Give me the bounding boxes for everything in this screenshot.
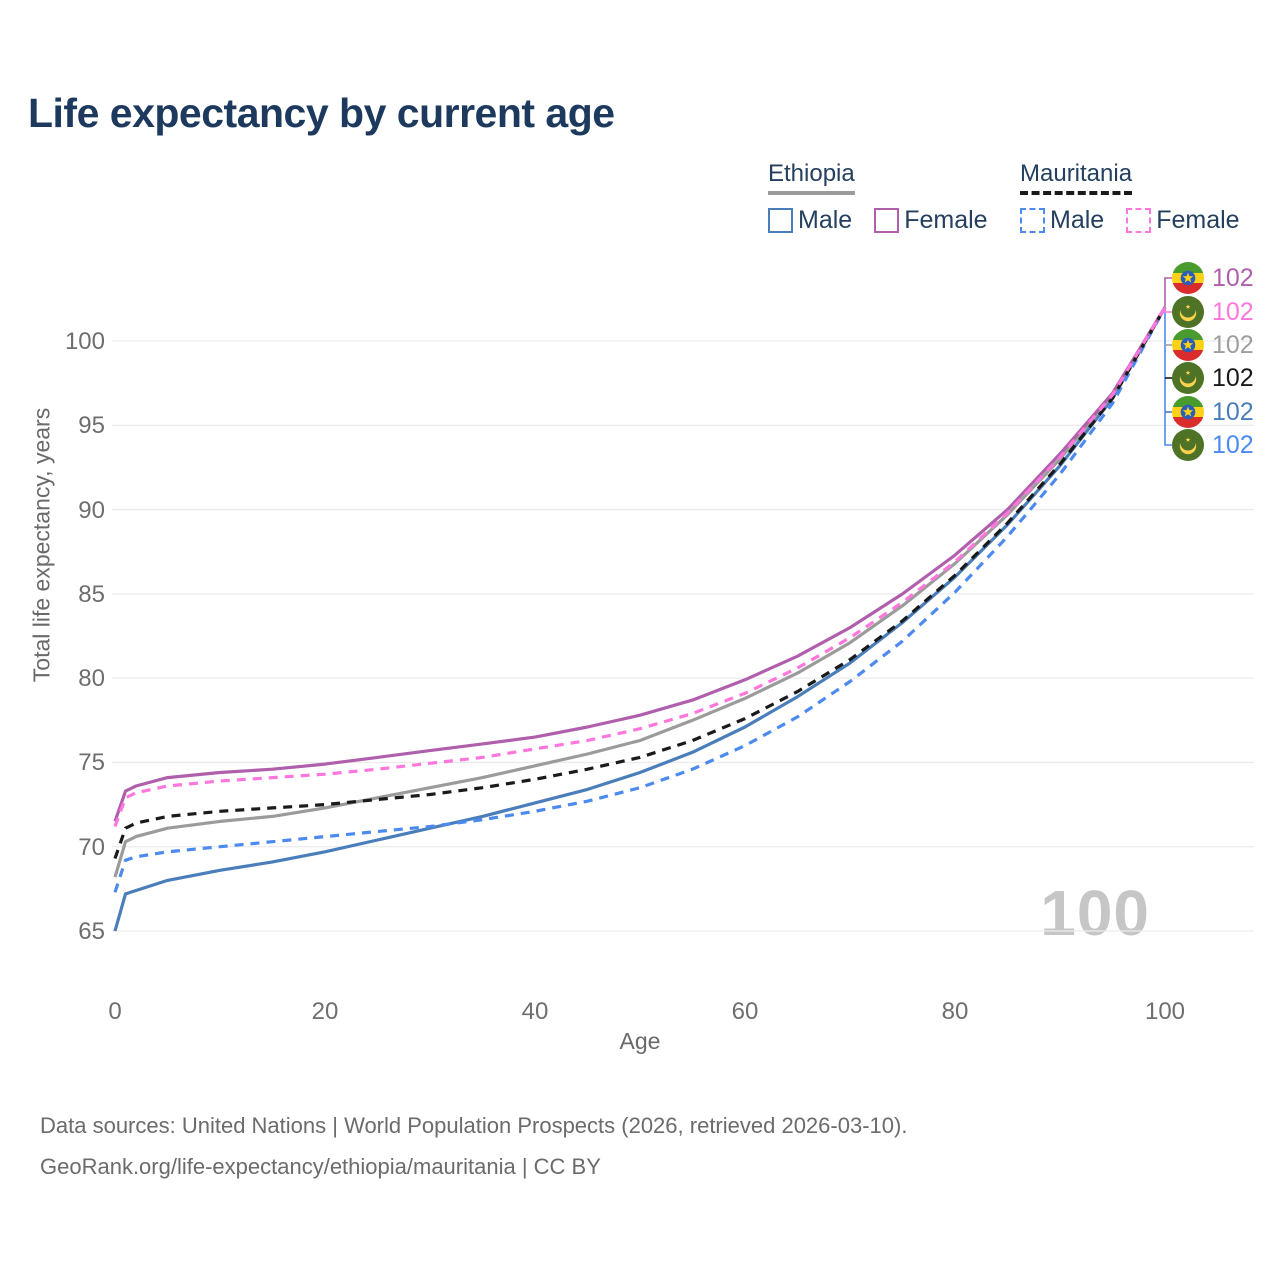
age-watermark: 100 [1040, 877, 1150, 949]
mauritania-flag-icon [1172, 362, 1204, 394]
series-line-mauritania-total-[interactable] [113, 306, 1167, 860]
series-line-ethiopia-total-[interactable] [113, 306, 1167, 878]
y-tick-100: 100 [64, 328, 105, 355]
legend-item-mauritania-male[interactable]: Male [1020, 206, 1104, 235]
ethiopia-solid-line-sample [768, 191, 855, 195]
mauritania-flag-icon [1172, 296, 1204, 328]
end-label-value: 102 [1212, 297, 1254, 326]
end-label-ethiopia-male: 102 [1172, 395, 1254, 429]
end-label-mauritania-total-: 102 [1172, 361, 1254, 395]
footer-data-sources: Data sources: United Nations | World Pop… [40, 1113, 908, 1138]
ethiopia-female-swatch [874, 208, 900, 233]
y-tick-70: 70 [78, 833, 105, 861]
x-tick-0: 0 [108, 998, 122, 1025]
ethiopia-flag-icon [1172, 262, 1204, 294]
y-tick-95: 95 [78, 412, 105, 440]
x-tick-40: 40 [521, 998, 549, 1025]
legend-country-mauritania: Mauritania [1020, 160, 1133, 187]
series-line-ethiopia-female[interactable] [113, 306, 1167, 822]
legend-group-mauritania: Mauritania Male Female [1020, 160, 1240, 235]
leader-line-purple [1164, 277, 1172, 308]
end-label-ethiopia-total-: 102 [1172, 328, 1254, 362]
end-label-value: 102 [1212, 430, 1254, 459]
series-line-mauritania-male[interactable] [113, 306, 1167, 893]
y-tick-85: 85 [78, 580, 105, 608]
end-label-value: 102 [1212, 397, 1254, 426]
leader-line-pink [1164, 307, 1172, 313]
y-axis-title: Total life expectancy, years [28, 407, 55, 683]
mauritania-dashed-line-sample [1020, 191, 1133, 195]
x-tick-60: 60 [731, 998, 759, 1025]
legend-item-ethiopia-female[interactable]: Female [874, 206, 988, 235]
x-tick-100: 100 [1144, 998, 1186, 1025]
page-title: Life expectancy by current age [28, 90, 615, 136]
legend-item-label: Female [904, 206, 988, 234]
footer: Data sources: United Nations | World Pop… [40, 1105, 907, 1187]
leader-line-blue [1164, 307, 1172, 446]
x-axis-title: Age [619, 1028, 661, 1054]
mauritania-flag-icon [1172, 429, 1204, 461]
series-line-mauritania-female[interactable] [113, 306, 1167, 828]
legend-item-ethiopia-male[interactable]: Male [768, 206, 852, 235]
ethiopia-flag-icon [1172, 396, 1204, 428]
y-tick-75: 75 [78, 749, 105, 777]
footer-attribution: GeoRank.org/life-expectancy/ethiopia/mau… [40, 1154, 601, 1179]
y-tick-90: 90 [78, 496, 105, 524]
end-label-value: 102 [1212, 263, 1254, 292]
end-label-value: 102 [1212, 330, 1254, 359]
ethiopia-male-swatch [768, 208, 793, 233]
end-label-ethiopia-female: 102 [1172, 261, 1254, 295]
legend-group-ethiopia: Ethiopia Male Female [768, 160, 988, 235]
ethiopia-flag-icon [1172, 329, 1204, 361]
y-tick-80: 80 [78, 665, 105, 693]
x-tick-20: 20 [311, 998, 339, 1025]
y-tick-65: 65 [78, 918, 105, 945]
legend-item-label: Male [1050, 206, 1105, 234]
mauritania-male-swatch [1020, 208, 1045, 233]
mauritania-female-swatch [1126, 208, 1152, 233]
legend-item-label: Male [798, 206, 853, 234]
end-label-mauritania-female: 102 [1172, 295, 1254, 329]
end-label-value: 102 [1212, 363, 1254, 392]
legend-item-mauritania-female[interactable]: Female [1126, 206, 1240, 235]
legend-item-label: Female [1156, 206, 1240, 234]
series-line-ethiopia-male[interactable] [113, 306, 1167, 932]
legend-country-ethiopia: Ethiopia [768, 160, 855, 187]
x-tick-80: 80 [941, 998, 969, 1025]
end-label-mauritania-male: 102 [1172, 428, 1254, 462]
